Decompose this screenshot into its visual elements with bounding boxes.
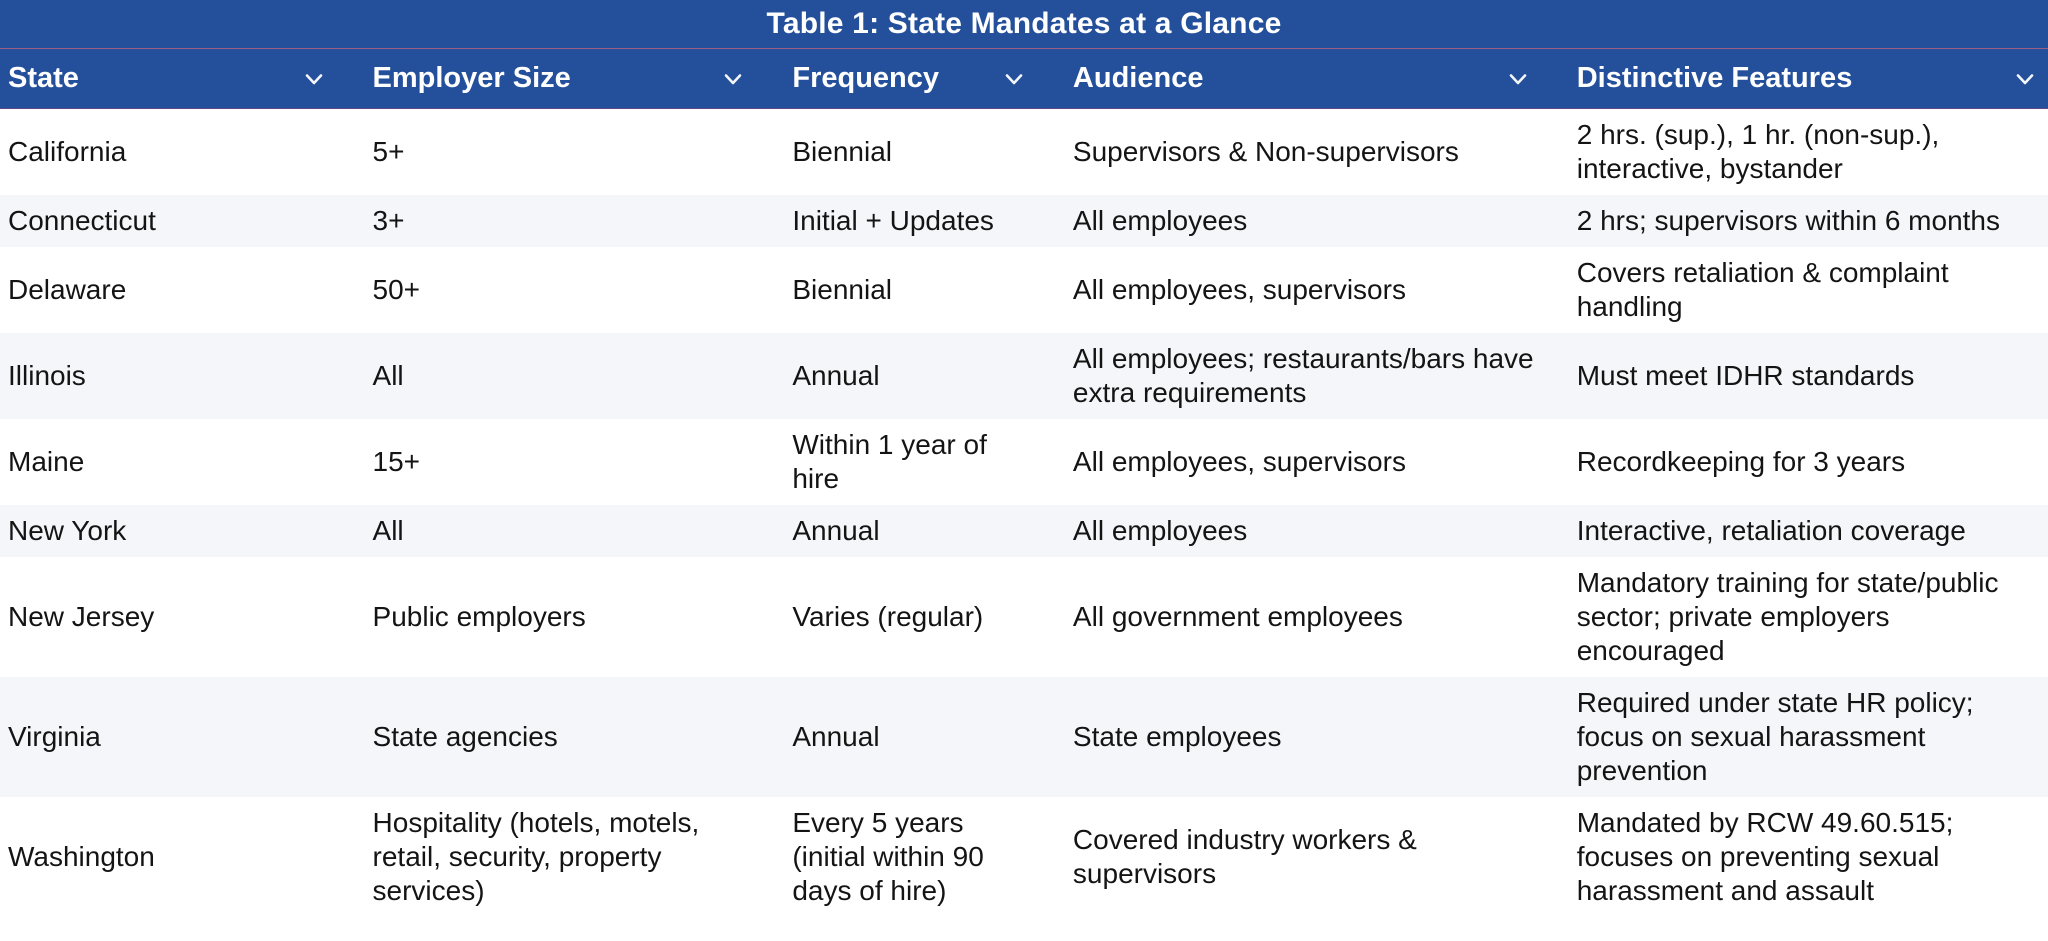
cell-audience: Covered industry workers & supervisors xyxy=(1064,797,1569,917)
cell-frequency: Every 5 years (initial within 90 days of… xyxy=(784,797,1065,917)
table-title: Table 1: State Mandates at a Glance xyxy=(0,0,2048,48)
cell-state: Delaware xyxy=(0,247,365,333)
cell-state: California xyxy=(0,108,365,195)
cell-employer-size: 15+ xyxy=(364,419,785,505)
chevron-down-icon[interactable] xyxy=(1507,68,1529,90)
cell-frequency: Varies (regular) xyxy=(784,557,1065,677)
cell-state: Washington xyxy=(0,797,365,917)
cell-distinctive-features: Interactive, retaliation coverage xyxy=(1568,505,2048,557)
cell-audience: All employees xyxy=(1064,505,1569,557)
cell-frequency: Biennial xyxy=(784,108,1065,195)
cell-employer-size: State agencies xyxy=(364,677,785,797)
cell-distinctive-features: Mandatory training for state/public sect… xyxy=(1568,557,2048,677)
cell-distinctive-features: Mandated by RCW 49.60.515; focuses on pr… xyxy=(1568,797,2048,917)
column-header-label: Distinctive Features xyxy=(1576,62,1853,94)
cell-frequency: Biennial xyxy=(784,247,1065,333)
column-header-label: Employer Size xyxy=(372,62,571,94)
cell-state: Illinois xyxy=(0,333,365,419)
cell-audience: All employees xyxy=(1064,195,1569,247)
table-row-connecticut: Connecticut 3+ Initial + Updates All employ… xyxy=(0,195,2048,247)
cell-frequency: Annual xyxy=(784,677,1065,797)
chevron-down-icon[interactable] xyxy=(1003,68,1025,90)
column-header-audience[interactable]: Audience xyxy=(1064,48,1569,109)
cell-audience: Supervisors & Non-supervisors xyxy=(1064,108,1569,195)
cell-employer-size: All xyxy=(364,505,785,557)
cell-frequency: Initial + Updates xyxy=(784,195,1065,247)
column-header-frequency[interactable]: Frequency xyxy=(784,48,1065,109)
cell-distinctive-features: Recordkeeping for 3 years xyxy=(1568,419,2048,505)
cell-state: New York xyxy=(0,505,365,557)
table-row-virginia: Virginia State agencies Annual State employ… xyxy=(0,677,2048,797)
cell-employer-size: Public employers xyxy=(364,557,785,677)
cell-frequency: Annual xyxy=(784,333,1065,419)
column-header-distinctive-features[interactable]: Distinctive Features xyxy=(1568,48,2048,109)
cell-employer-size: All xyxy=(364,333,785,419)
cell-audience: All government employees xyxy=(1064,557,1569,677)
cell-distinctive-features: 2 hrs. (sup.), 1 hr. (non-sup.), interac… xyxy=(1568,108,2048,195)
cell-audience: All employees, supervisors xyxy=(1064,247,1569,333)
chevron-down-icon[interactable] xyxy=(722,68,744,90)
cell-employer-size: 5+ xyxy=(364,108,785,195)
cell-employer-size: 3+ xyxy=(364,195,785,247)
table-row-new-york: New York All Annual All employees Interactiv… xyxy=(0,505,2048,557)
header-row: State Employer Size Frequency Audience xyxy=(0,48,2048,109)
cell-audience: All employees, supervisors xyxy=(1064,419,1569,505)
cell-employer-size: 50+ xyxy=(364,247,785,333)
cell-frequency: Within 1 year of hire xyxy=(784,419,1065,505)
cell-distinctive-features: Required under state HR policy; focus on… xyxy=(1568,677,2048,797)
column-header-state[interactable]: State xyxy=(0,48,365,109)
table-row-new-jersey: New Jersey Public employers Varies (regula… xyxy=(0,557,2048,677)
cell-frequency: Annual xyxy=(784,505,1065,557)
table-row-delaware: Delaware 50+ Biennial All employees, superv… xyxy=(0,247,2048,333)
column-header-label: Audience xyxy=(1072,62,1204,94)
table-row-washington: Washington Hospitality (hotels, motels, r… xyxy=(0,797,2048,917)
chevron-down-icon[interactable] xyxy=(2014,68,2036,90)
cell-distinctive-features: Must meet IDHR standards xyxy=(1568,333,2048,419)
cell-distinctive-features: 2 hrs; supervisors within 6 months xyxy=(1568,195,2048,247)
column-header-label: Frequency xyxy=(792,62,940,94)
state-mandates-table: State Employer Size Frequency Audience xyxy=(0,48,2048,917)
cell-audience: State employees xyxy=(1064,677,1569,797)
column-header-employer-size[interactable]: Employer Size xyxy=(364,48,785,109)
cell-state: Virginia xyxy=(0,677,365,797)
cell-state: Connecticut xyxy=(0,195,365,247)
table-row-maine: Maine 15+ Within 1 year of hire All employe… xyxy=(0,419,2048,505)
cell-employer-size: Hospitality (hotels, motels, retail, sec… xyxy=(364,797,785,917)
cell-distinctive-features: Covers retaliation & complaint handling xyxy=(1568,247,2048,333)
column-header-label: State xyxy=(8,62,79,94)
cell-state: Maine xyxy=(0,419,365,505)
chevron-down-icon[interactable] xyxy=(303,68,325,90)
table-row-california: California 5+ Biennial Supervisors & Non-su… xyxy=(0,108,2048,195)
cell-state: New Jersey xyxy=(0,557,365,677)
table-row-illinois: Illinois All Annual All employees; restaura… xyxy=(0,333,2048,419)
cell-audience: All employees; restaurants/bars have ext… xyxy=(1064,333,1569,419)
